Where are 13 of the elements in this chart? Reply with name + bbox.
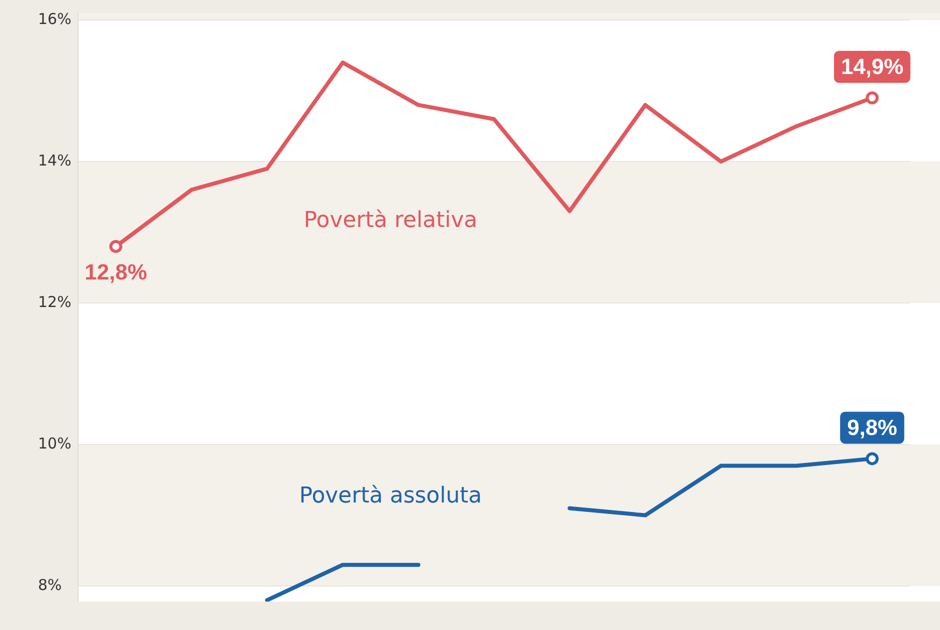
y-tick-label: 8% (38, 576, 62, 594)
data-label: 9,8% (847, 414, 898, 440)
data-label: 12,8% (84, 260, 148, 285)
y-tick-label: 16% (38, 10, 72, 28)
text: Povertà assoluta (299, 483, 482, 508)
point (109, 240, 122, 253)
text: Povertà relativa (304, 208, 478, 234)
data-label: 14,9% (840, 54, 904, 79)
y-tick-label: 12% (38, 292, 72, 311)
y-tick-label: 10% (38, 434, 72, 452)
point (866, 452, 879, 466)
y-tick-label: 14% (38, 151, 72, 170)
point (866, 91, 879, 104)
